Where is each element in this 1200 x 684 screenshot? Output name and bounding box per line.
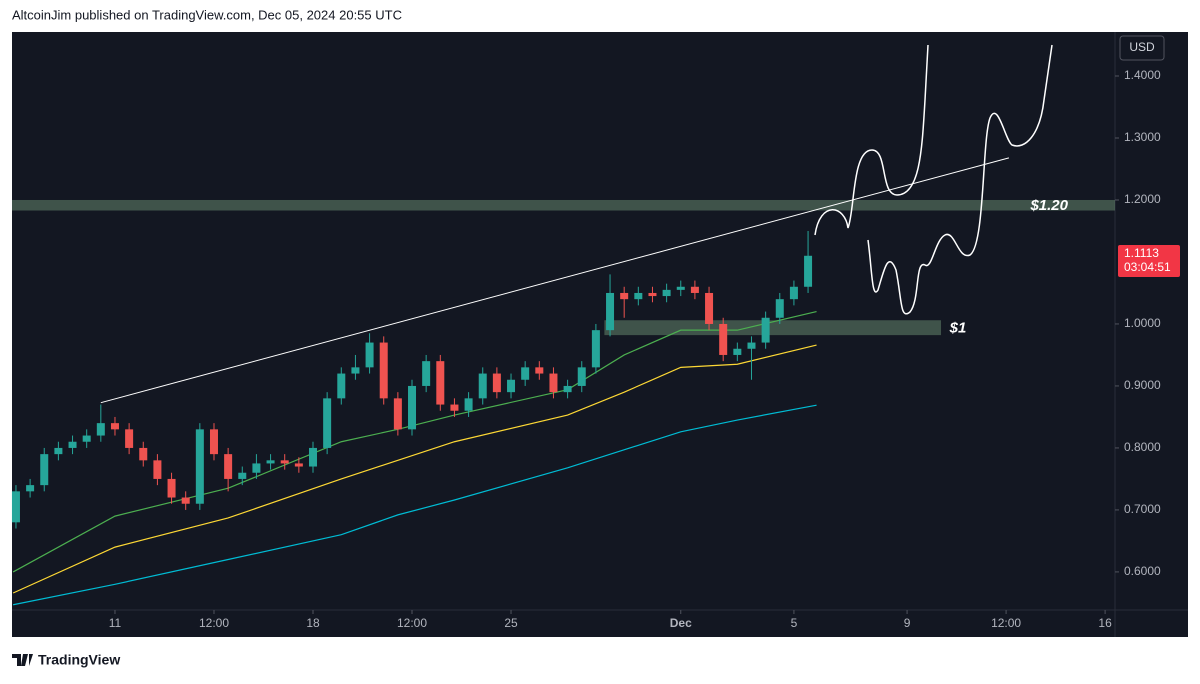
candle-body	[591, 330, 600, 368]
candle-body	[209, 429, 218, 455]
candle-body	[351, 367, 360, 374]
candle-body	[464, 398, 473, 411]
candle-body	[54, 447, 63, 455]
candle-body	[549, 373, 558, 393]
candle-body	[478, 373, 487, 399]
candle-body	[606, 292, 615, 331]
candle-body	[563, 385, 572, 393]
last-price-box	[1118, 244, 1180, 277]
candle-body	[68, 441, 77, 448]
y-tick-label: 0.9000	[1124, 378, 1161, 392]
x-tick-label: 11	[109, 616, 122, 630]
x-tick-label: 5	[791, 616, 798, 630]
candle-body	[323, 398, 332, 448]
candle-body	[393, 398, 402, 430]
candle-body	[747, 342, 756, 349]
footer-logo	[12, 654, 33, 666]
y-tick-label: 1.2000	[1124, 192, 1161, 206]
x-tick-label: 18	[306, 616, 320, 630]
candle-body	[252, 463, 261, 473]
zone	[12, 199, 1115, 211]
candle-body	[224, 454, 233, 479]
candle-body	[450, 404, 459, 411]
zone	[604, 320, 942, 336]
x-tick-label: 12:00	[397, 616, 427, 630]
candle-body	[436, 361, 445, 405]
candle-body	[139, 447, 148, 461]
candle-body	[422, 361, 431, 386]
candle-body	[365, 342, 374, 368]
candle-body	[294, 463, 303, 467]
candle-body	[761, 317, 770, 343]
candle-body	[789, 286, 798, 300]
drawing-path	[814, 44, 929, 236]
x-tick-label: 12:00	[991, 616, 1021, 630]
x-tick-label: Dec	[670, 616, 692, 630]
y-tick-label: 1.4000	[1124, 68, 1161, 82]
x-tick-label: 16	[1098, 616, 1112, 630]
candle-body	[266, 460, 275, 464]
chart-panel	[12, 32, 1188, 637]
candle-body	[167, 478, 176, 498]
y-tick-label: 0.8000	[1124, 440, 1161, 454]
moving-average	[12, 344, 817, 594]
candle-body	[280, 460, 289, 464]
zone-label: $1	[949, 320, 967, 337]
candle-body	[82, 435, 91, 442]
candle-body	[125, 429, 134, 448]
currency-label: USD	[1129, 40, 1155, 54]
x-tick-label: 9	[904, 616, 911, 630]
drawing-path	[867, 44, 1053, 315]
candle-body	[195, 429, 204, 504]
header-text: AltcoinJim published on TradingView.com,…	[12, 7, 402, 22]
candle-body	[153, 460, 162, 479]
candle-body	[676, 286, 685, 290]
candle-body	[705, 292, 714, 324]
candle-body	[690, 286, 699, 293]
candle-body	[96, 423, 105, 436]
plot: $1.20 $1	[11, 157, 1115, 606]
y-tick-label: 1.3000	[1124, 130, 1161, 144]
candle-body	[40, 454, 49, 486]
candle-body	[181, 497, 190, 504]
candle-body	[662, 289, 671, 297]
candle-body	[507, 379, 516, 393]
candle-body	[11, 491, 20, 523]
last-price-label: 1.1113	[1124, 246, 1159, 260]
candle-body	[26, 485, 35, 492]
candle-body	[238, 472, 247, 479]
candle-body	[492, 373, 501, 393]
candle-body	[648, 292, 657, 297]
trendline	[100, 157, 1010, 404]
y-tick-label: 1.0000	[1124, 316, 1161, 330]
candle-body	[535, 367, 544, 374]
candle-body	[337, 373, 346, 399]
moving-average	[13, 404, 817, 606]
candle-body	[408, 385, 417, 430]
candle-body	[775, 299, 784, 318]
x-tick-label: 12:00	[199, 616, 229, 630]
currency-box[interactable]	[1119, 35, 1165, 61]
y-tick-label: 0.6000	[1124, 564, 1161, 578]
candle-body	[620, 292, 629, 300]
candle-body	[719, 323, 728, 355]
candle-body	[521, 367, 530, 380]
y-tick-label: 0.7000	[1124, 502, 1161, 516]
candle-body	[733, 348, 742, 355]
candle-body	[804, 255, 813, 287]
candle-body	[308, 447, 317, 467]
x-tick-label: 25	[504, 616, 518, 630]
countdown-label: 03:04:51	[1124, 260, 1171, 274]
candle-body	[577, 367, 586, 386]
candle-body	[634, 292, 643, 300]
candle-body	[379, 342, 388, 399]
footer-brand: TradingView	[38, 652, 120, 668]
zone-label: $1.20	[1029, 197, 1068, 214]
candle-body	[110, 423, 119, 430]
